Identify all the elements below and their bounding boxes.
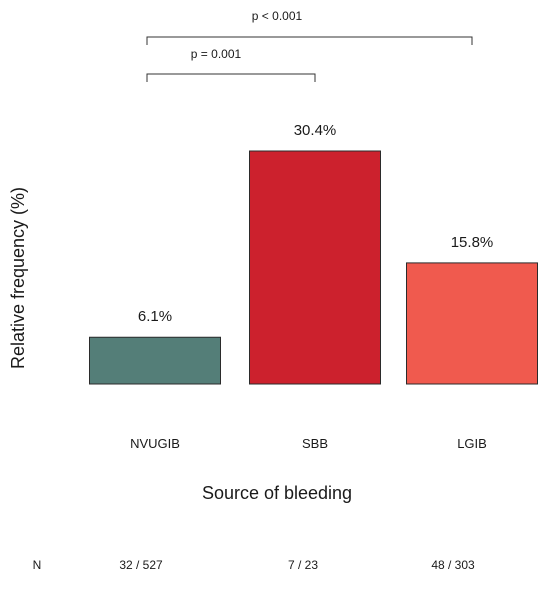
x-axis-title: Source of bleeding (202, 483, 352, 503)
value-labels-layer: 6.1% 30.4% 15.8% (138, 122, 493, 325)
value-label-nvugib: 6.1% (138, 308, 172, 325)
category-labels-layer: NVUGIB SBB LGIB (130, 436, 487, 451)
bar-sbb (249, 150, 381, 385)
bracket-nvugib-sbb (146, 73, 316, 82)
bar-nvugib (89, 336, 221, 385)
significance-brackets-layer: p = 0.001 p < 0.001 (146, 9, 473, 82)
value-label-lgib: 15.8% (451, 234, 494, 251)
bracket-nvugib-lgib-label: p < 0.001 (252, 9, 303, 23)
value-label-sbb: 30.4% (294, 122, 337, 139)
n-value-nvugib: 32 / 527 (119, 558, 163, 572)
y-axis-title: Relative frequency (%) (8, 187, 28, 369)
n-value-sbb: 7 / 23 (288, 558, 318, 572)
bracket-nvugib-sbb-label: p = 0.001 (191, 47, 242, 61)
n-value-lgib: 48 / 303 (431, 558, 475, 572)
category-label-nvugib: NVUGIB (130, 436, 180, 451)
bars-layer (89, 150, 538, 385)
bracket-nvugib-lgib (146, 36, 473, 45)
n-row-layer: 32 / 527 7 / 23 48 / 303 N (33, 558, 475, 572)
bar-lgib (406, 262, 538, 385)
category-label-lgib: LGIB (457, 436, 487, 451)
n-row-label: N (33, 558, 42, 572)
category-label-sbb: SBB (302, 436, 328, 451)
